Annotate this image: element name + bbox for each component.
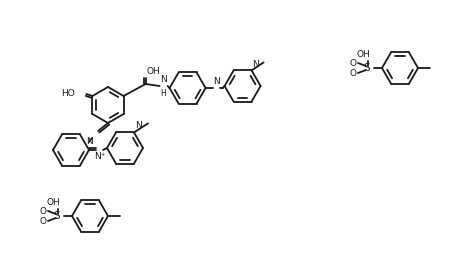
Text: O: O — [349, 58, 356, 68]
Text: N⁺: N⁺ — [94, 152, 106, 161]
Text: O: O — [39, 206, 46, 215]
Text: S: S — [54, 211, 60, 221]
Text: N: N — [252, 60, 259, 69]
Text: O: O — [39, 216, 46, 225]
Text: OH: OH — [46, 198, 60, 207]
Text: N: N — [160, 75, 167, 84]
Text: OH: OH — [147, 67, 160, 76]
Text: H: H — [161, 89, 166, 98]
Text: N: N — [213, 77, 220, 86]
Text: N: N — [86, 137, 93, 146]
Text: O: O — [349, 68, 356, 78]
Text: S: S — [363, 63, 370, 73]
Text: HO: HO — [61, 89, 74, 99]
Text: N: N — [135, 122, 142, 130]
Text: OH: OH — [356, 50, 370, 59]
